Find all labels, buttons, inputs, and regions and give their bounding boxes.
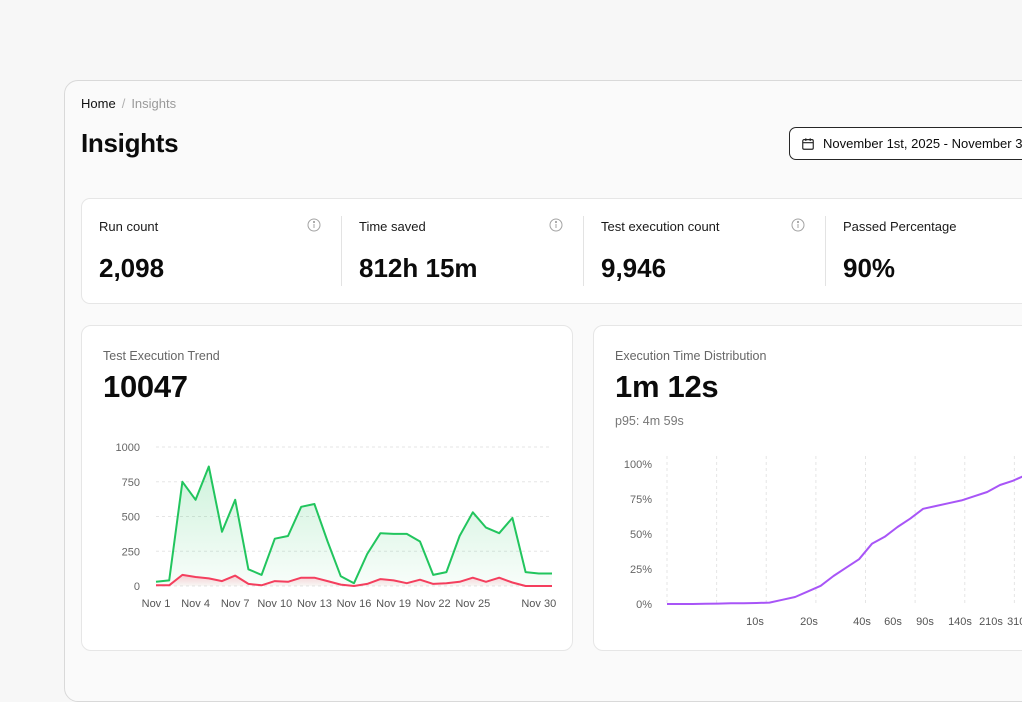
x-tick-label: Nov 16 [337, 598, 372, 610]
date-range-picker[interactable]: November 1st, 2025 - November 30th, 2025 [789, 127, 1022, 160]
stat-label: Test execution count [601, 219, 720, 234]
y-tick-label: 100% [624, 459, 652, 471]
breadcrumb-home-link[interactable]: Home [81, 96, 116, 111]
info-icon[interactable] [791, 218, 805, 232]
breadcrumb: Home / Insights [81, 96, 176, 111]
stat-passed-percentage: Passed Percentage 90% [843, 199, 1022, 303]
stat-divider [341, 216, 342, 286]
x-tick-label: Nov 13 [297, 598, 332, 610]
x-tick-label: Nov 30 [521, 598, 556, 610]
stat-run-count: Run count 2,098 [99, 199, 324, 303]
stat-time-saved: Time saved 812h 15m [359, 199, 569, 303]
y-tick-label: 0 [134, 581, 140, 593]
y-tick-label: 250 [122, 546, 140, 558]
execution-time-distribution-chart: 0% 25% 50% 75% 100% 10s 20s 40s 60s 90s 140s 210s 31… [624, 456, 1022, 628]
breadcrumb-current: Insights [131, 96, 177, 111]
y-tick-label: 50% [630, 529, 652, 541]
stat-label: Time saved [359, 219, 426, 234]
stat-divider [583, 216, 584, 286]
y-tick-label: 500 [122, 512, 140, 524]
card-title: Test Execution Trend [103, 349, 220, 363]
x-tick-label: 10s [746, 616, 764, 628]
x-tick-label: Nov 4 [181, 598, 210, 610]
x-tick-label: 60s [884, 616, 902, 628]
stat-value: 2,098 [99, 253, 165, 283]
stat-value: 90% [843, 253, 896, 283]
card-title: Execution Time Distribution [615, 349, 767, 363]
info-icon[interactable] [549, 218, 563, 232]
x-tick-label: 20s [800, 616, 818, 628]
x-tick-label: Nov 19 [376, 598, 411, 610]
stat-label: Passed Percentage [843, 219, 957, 234]
y-tick-label: 750 [122, 477, 140, 489]
x-tick-label: Nov 22 [416, 598, 451, 610]
distribution-line [667, 475, 1022, 605]
stat-value: 9,946 [601, 253, 667, 283]
date-range-label: November 1st, 2025 - November 30th, 2025 [823, 136, 1022, 151]
info-icon[interactable] [307, 218, 321, 232]
x-tick-label: 40s [853, 616, 871, 628]
x-tick-label: 90s [916, 616, 934, 628]
x-tick-label: Nov 10 [257, 598, 292, 610]
stat-label: Run count [99, 219, 159, 234]
calendar-icon [802, 137, 814, 150]
x-tick-label: 210s [979, 616, 1003, 628]
stats-panel: Run count 2,098 Time saved 812h 15m Test… [81, 198, 1022, 304]
execution-time-distribution-card: Execution Time Distribution 1m 12s p95: … [593, 325, 1022, 651]
test-execution-trend-chart: 0 250 500 750 1000 Nov 1 Nov 4 Nov 7 Nov 10 Nov 1… [116, 442, 557, 610]
card-subtitle: p95: 4m 59s [615, 414, 684, 428]
x-tick-label: Nov 25 [455, 598, 490, 610]
test-execution-trend-card: Test Execution Trend 10047 0 250 500 750 100… [81, 325, 573, 651]
stat-divider [825, 216, 826, 286]
breadcrumb-separator: / [121, 96, 126, 111]
x-tick-label: 140s [948, 616, 972, 628]
y-tick-label: 0% [636, 599, 652, 611]
y-tick-label: 25% [630, 564, 652, 576]
pass-series-line [155, 465, 552, 585]
pass-series-area [156, 466, 552, 586]
card-value: 10047 [103, 369, 188, 404]
y-tick-label: 75% [630, 494, 652, 506]
card-value: 1m 12s [615, 369, 719, 404]
stat-value: 812h 15m [359, 253, 478, 283]
stat-test-execution-count: Test execution count 9,946 [601, 199, 811, 303]
page-title: Insights [81, 128, 179, 158]
x-tick-label: Nov 7 [221, 598, 250, 610]
fail-series-line [156, 573, 552, 587]
x-tick-label: Nov 1 [142, 598, 171, 610]
x-tick-label: 310s [1007, 616, 1022, 628]
y-tick-label: 1000 [116, 442, 140, 454]
insights-window: Home / Insights Insights November 1st, 202… [64, 80, 1022, 702]
